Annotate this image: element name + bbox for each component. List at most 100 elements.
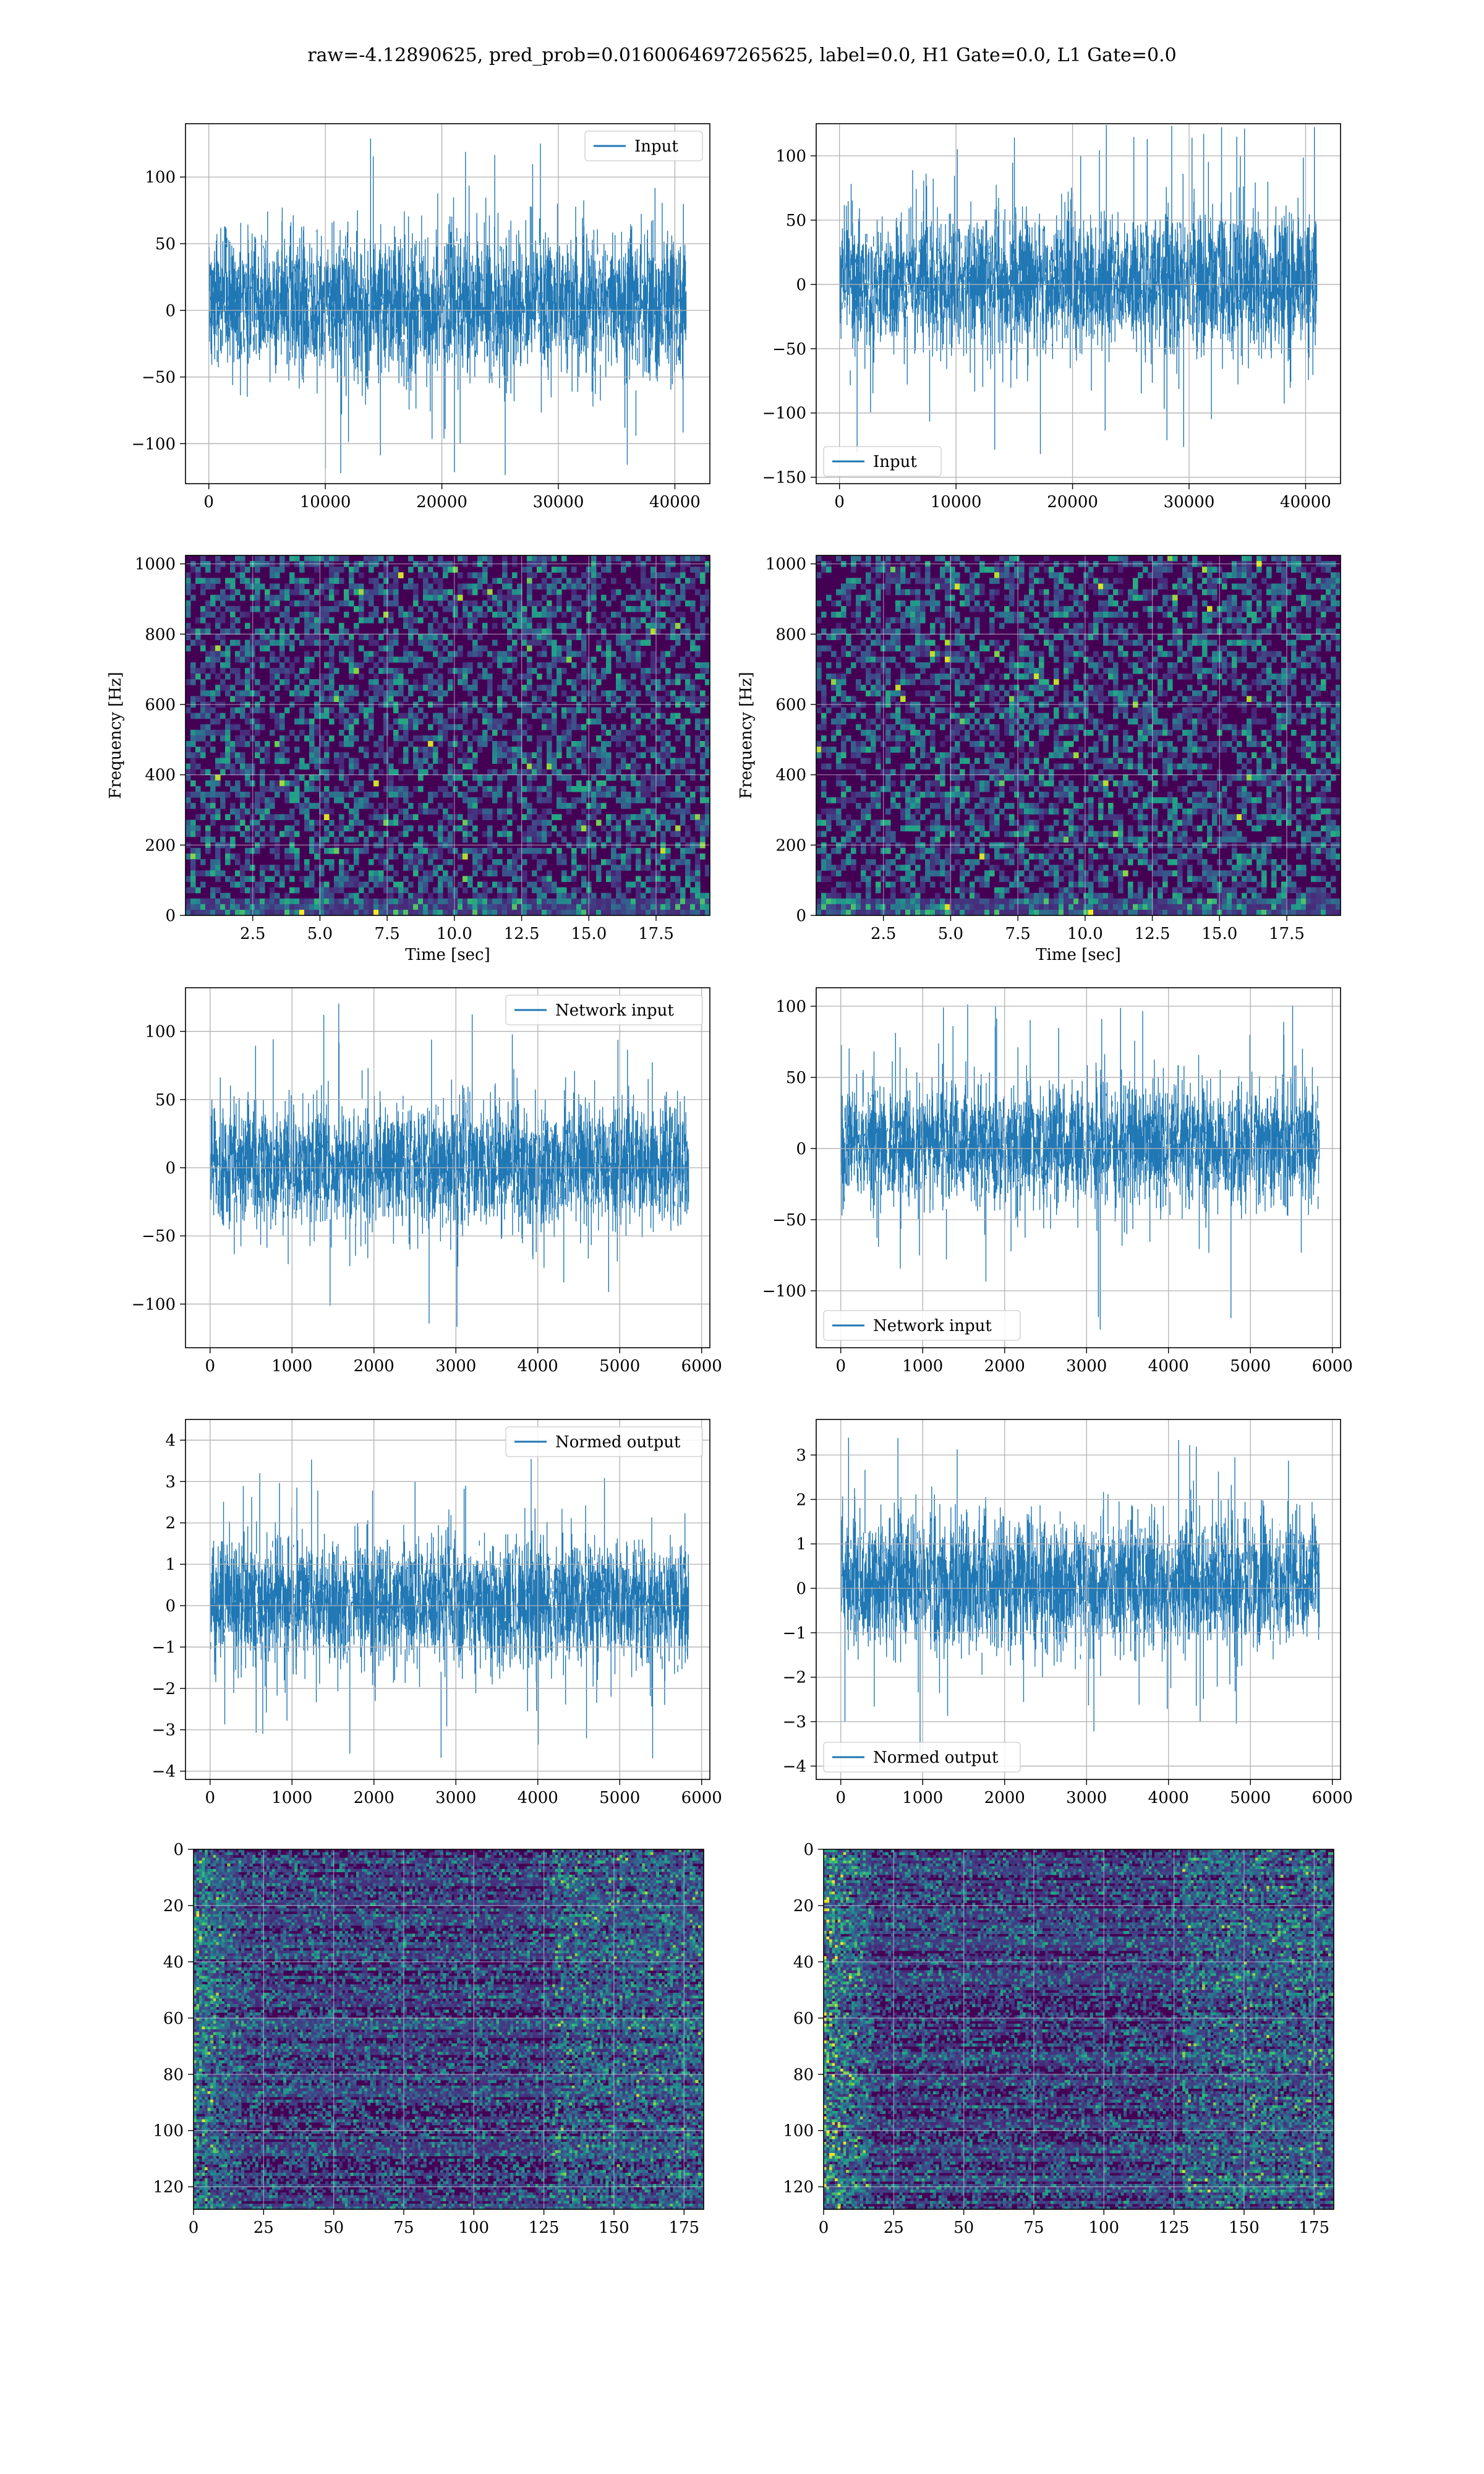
x-tick-label: 3000 (435, 1789, 476, 1807)
x-tick-label: 0 (189, 2219, 199, 2237)
y-tick-label: 100 (153, 2122, 184, 2141)
y-tick-label: 200 (775, 836, 806, 855)
y-tick-label: 50 (155, 1091, 176, 1110)
x-tick-label: 25 (254, 2219, 274, 2237)
y-tick-label: 0 (796, 1140, 806, 1158)
x-tick-label: 2000 (354, 1789, 394, 1807)
x-tick-label: 10.0 (1067, 925, 1103, 943)
x-tick-label: 0 (835, 1357, 846, 1376)
y-tick-label: 200 (145, 836, 176, 855)
series-line (210, 1458, 689, 1759)
y-tick-label: 100 (145, 1023, 176, 1042)
x-tick-label: 1000 (271, 1357, 312, 1376)
y-tick-label: 50 (786, 1069, 806, 1087)
y-tick-label: 800 (775, 625, 806, 644)
series-line (208, 138, 687, 476)
y-tick-label: −50 (772, 340, 806, 359)
y-tick-label: 600 (775, 696, 806, 714)
x-tick-label: 6000 (681, 1357, 722, 1376)
y-axis-label: Frequency [Hz] (737, 672, 756, 799)
y-tick-label: 1000 (765, 555, 806, 574)
input-waveform-right: 0 10000 20000 30000 40000 −150 −100 −50 0 50 100 In… (762, 123, 1341, 511)
y-tick-label: 1000 (135, 555, 176, 574)
y-tick-label: −1 (152, 1638, 176, 1657)
x-tick-label: 4000 (518, 1789, 558, 1807)
x-tick-label: 5000 (599, 1789, 640, 1807)
x-tick-label: 2000 (984, 1789, 1025, 1807)
x-tick-label: 75 (1023, 2219, 1044, 2237)
legend: Input (584, 131, 703, 161)
heatmap-cells (194, 1849, 704, 2210)
y-tick-label: −3 (152, 1721, 176, 1740)
y-tick-label: 400 (145, 766, 176, 785)
axes-frame (816, 1419, 1341, 1780)
legend-label: Normed output (555, 1433, 681, 1452)
y-tick-label: 120 (783, 2178, 814, 2197)
y-tick-label: −50 (142, 369, 176, 387)
network-input-left: 0 1000 2000 3000 4000 5000 6000 −100 −50 0 50 100 Ne… (132, 987, 722, 1376)
y-tick-label: 0 (796, 276, 806, 294)
x-tick-label: 10.0 (437, 925, 472, 943)
x-tick-label: 2.5 (871, 925, 896, 943)
y-tick-label: 100 (145, 168, 176, 187)
x-tick-label: 1000 (902, 1357, 943, 1376)
y-tick-label: −3 (783, 1713, 806, 1732)
heatmap-cells (186, 555, 710, 916)
y-tick-label: 600 (145, 696, 176, 714)
x-tick-label: 5000 (1230, 1789, 1271, 1807)
y-tick-label: 0 (796, 1580, 806, 1598)
x-tick-label: 125 (529, 2219, 560, 2237)
input-waveform-left: 0 10000 20000 30000 40000 −100 −50 0 50 100 Input (132, 123, 710, 511)
y-tick-label: −2 (152, 1680, 176, 1698)
x-tick-label: 4000 (518, 1357, 558, 1376)
axes-frame (816, 555, 1341, 916)
x-tick-label: 15.0 (571, 925, 607, 943)
legend: Network input (823, 1310, 1021, 1341)
x-tick-label: 100 (1088, 2219, 1119, 2237)
y-tick-label: 0 (803, 1841, 814, 1859)
y-tick-label: 60 (163, 2010, 184, 2028)
x-tick-label: 1000 (902, 1789, 943, 1807)
x-tick-label: 25 (884, 2219, 904, 2237)
feature-map-left: 0 25 50 75 100 125 150 175 0 20 40 60 80 100 120 (153, 1841, 704, 2237)
heatmap-cells (824, 1849, 1334, 2210)
x-tick-label: 6000 (681, 1789, 722, 1807)
y-tick-label: 2 (165, 1514, 176, 1533)
axes-frame (185, 123, 710, 484)
x-tick-label: 2000 (354, 1357, 394, 1376)
feature-map-right: 0 25 50 75 100 125 150 175 0 20 40 60 80 100 120 (783, 1841, 1334, 2237)
y-tick-label: −100 (762, 404, 806, 423)
x-tick-label: 125 (1159, 2219, 1190, 2237)
y-tick-label: −4 (152, 1763, 176, 1781)
x-tick-label: 4000 (1148, 1357, 1189, 1376)
y-tick-label: −4 (783, 1757, 806, 1776)
x-tick-label: 10000 (300, 493, 351, 511)
x-tick-label: 4000 (1148, 1789, 1189, 1807)
axes-frame (185, 1419, 710, 1780)
y-tick-label: 4 (165, 1431, 176, 1450)
y-tick-label: −100 (132, 435, 176, 453)
y-tick-label: 80 (163, 2066, 184, 2084)
legend: Input (823, 446, 942, 477)
y-tick-label: 2 (796, 1491, 806, 1509)
normed-output-right: 0 1000 2000 3000 4000 5000 6000 −4 −3 −2 −1 0 1 2 3 Nor… (783, 1419, 1353, 1807)
network-input-right: 0 1000 2000 3000 4000 5000 6000 −100 −50 0 50 100 Ne… (762, 987, 1353, 1376)
heatmap-cells (816, 555, 1341, 916)
y-tick-label: 100 (775, 147, 806, 166)
x-tick-label: 5000 (1230, 1357, 1271, 1376)
y-tick-label: 0 (173, 1841, 184, 1859)
series-line (840, 1004, 1320, 1330)
y-axis-label: Frequency [Hz] (106, 672, 125, 799)
y-tick-label: −150 (762, 469, 806, 487)
y-tick-label: 60 (793, 2010, 814, 2028)
y-tick-label: −1 (783, 1624, 806, 1643)
legend: Normed output (505, 1426, 703, 1457)
x-tick-label: 3000 (435, 1357, 476, 1376)
x-tick-label: 0 (203, 493, 214, 511)
y-tick-label: 120 (153, 2178, 184, 2197)
x-tick-label: 7.5 (1005, 925, 1030, 943)
axes-frame (816, 987, 1341, 1348)
y-tick-label: 40 (163, 1953, 184, 1972)
legend-label: Normed output (873, 1748, 999, 1767)
x-tick-label: 20000 (416, 493, 467, 511)
